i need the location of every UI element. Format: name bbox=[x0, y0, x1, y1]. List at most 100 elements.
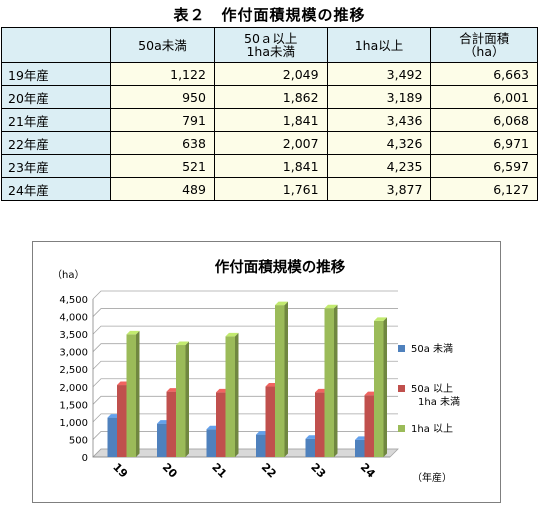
row-label: 19年産 bbox=[1, 62, 111, 86]
bar-1-2 bbox=[176, 345, 186, 457]
bar-top bbox=[275, 301, 288, 306]
bar-side bbox=[136, 330, 140, 457]
bar-side bbox=[235, 332, 239, 457]
legend-swatch bbox=[398, 345, 405, 352]
gridline bbox=[92, 413, 398, 423]
bar-side bbox=[185, 341, 189, 457]
gridline bbox=[92, 290, 398, 300]
table-cell: 6,068 bbox=[430, 108, 538, 132]
gridline bbox=[92, 360, 398, 370]
bar-top bbox=[126, 330, 140, 335]
bar-top bbox=[225, 332, 239, 337]
bar-top bbox=[324, 304, 338, 309]
bar-0-1 bbox=[117, 385, 127, 457]
table-cell: 521 bbox=[110, 154, 215, 178]
table-title: 表２ 作付面積規模の推移 bbox=[173, 6, 366, 24]
bar-top bbox=[176, 341, 189, 346]
legend-swatch bbox=[398, 425, 405, 432]
x-tick-label: 20 bbox=[160, 461, 180, 481]
bar-4-0 bbox=[305, 438, 315, 457]
table-cell: 489 bbox=[110, 177, 215, 201]
y-tick-label: 1,500 bbox=[59, 400, 88, 411]
gridline bbox=[92, 395, 398, 405]
bar-2-1 bbox=[216, 392, 226, 457]
y-tick-label: 4,000 bbox=[59, 313, 88, 324]
gridline bbox=[92, 431, 398, 440]
table-cell: 6,127 bbox=[430, 177, 538, 201]
table-cell: 1,841 bbox=[213, 108, 328, 132]
table-row: 23年産 521 1,841 4,235 6,597 bbox=[1, 154, 538, 178]
table-row: 20年産 950 1,862 3,189 6,001 bbox=[1, 85, 538, 109]
table-cell: 6,597 bbox=[430, 154, 538, 178]
x-axis-label: （年産） bbox=[412, 471, 452, 484]
x-tick-label: 19 bbox=[110, 461, 130, 481]
y-axis-label: （ha） bbox=[52, 269, 84, 281]
gridline bbox=[92, 343, 398, 352]
table-cell: 1,761 bbox=[213, 177, 328, 201]
table-cell: 3,877 bbox=[326, 177, 432, 201]
y-tick-label: 0 bbox=[82, 453, 88, 464]
table-row: 24年産 489 1,761 3,877 6,127 bbox=[1, 177, 538, 201]
gridline bbox=[92, 308, 398, 317]
gridline bbox=[92, 325, 398, 335]
legend-swatch bbox=[398, 385, 405, 392]
table-cell: 1,841 bbox=[213, 154, 328, 178]
bar-3-0 bbox=[256, 434, 266, 457]
header-under-50a: 50a未満 bbox=[110, 27, 215, 63]
table-cell: 638 bbox=[110, 131, 215, 155]
row-label: 24年産 bbox=[1, 177, 111, 201]
bar-3-1 bbox=[265, 386, 275, 457]
table-cell: 6,001 bbox=[430, 85, 538, 109]
table-cell: 6,663 bbox=[430, 62, 538, 86]
row-label: 23年産 bbox=[1, 154, 111, 178]
bar-1-1 bbox=[166, 391, 176, 457]
legend-label: 50a 以上 bbox=[411, 383, 453, 395]
bar-2-2 bbox=[225, 336, 235, 457]
x-tick-label: 22 bbox=[259, 461, 279, 481]
header-label: 50a未満 bbox=[138, 37, 187, 53]
chart-title: 作付面積規模の推移 bbox=[215, 258, 346, 276]
bar-side bbox=[334, 304, 338, 457]
x-tick-label: 21 bbox=[209, 461, 229, 481]
table-header-row: 50a未満 50ａ以上 1ha未満 1ha以上 合計面積 （ha） bbox=[1, 27, 538, 63]
gridline bbox=[92, 378, 398, 388]
legend-label: 50a 未満 bbox=[411, 343, 453, 355]
header-over-1ha: 1ha以上 bbox=[326, 27, 432, 63]
table-cell: 3,436 bbox=[326, 108, 432, 132]
data-table: 50a未満 50ａ以上 1ha未満 1ha以上 合計面積 （ha） 19年産 1,12… bbox=[1, 27, 538, 201]
bar-5-1 bbox=[364, 395, 374, 457]
y-tick-label: 1,000 bbox=[59, 418, 88, 429]
bar-3-2 bbox=[275, 305, 285, 457]
bar-5-2 bbox=[374, 320, 384, 457]
bar-side bbox=[383, 317, 387, 457]
y-tick-label: 2,000 bbox=[59, 383, 88, 394]
table-row: 19年産 1,122 2,049 3,492 6,663 bbox=[1, 62, 538, 86]
legend-label: 1ha 未満 bbox=[418, 396, 460, 408]
table-cell: 1,122 bbox=[110, 62, 215, 86]
table-cell: 3,492 bbox=[326, 62, 432, 86]
x-tick-label: 23 bbox=[308, 461, 328, 481]
row-label: 22年産 bbox=[1, 131, 111, 155]
bar-0-2 bbox=[126, 334, 136, 457]
y-tick-label: 500 bbox=[69, 435, 88, 446]
bar-0-0 bbox=[107, 417, 117, 457]
row-label: 20年産 bbox=[1, 85, 111, 109]
row-label: 21年産 bbox=[1, 108, 111, 132]
bar-2-0 bbox=[206, 429, 216, 457]
gridline bbox=[92, 448, 398, 458]
table-row: 21年産 791 1,841 3,436 6,068 bbox=[1, 108, 538, 132]
bar-side bbox=[284, 301, 288, 457]
bar-1-0 bbox=[157, 423, 167, 457]
bar-4-1 bbox=[315, 392, 325, 457]
table-cell: 2,049 bbox=[213, 62, 328, 86]
y-tick-label: 2,500 bbox=[59, 365, 88, 376]
bar-top bbox=[374, 317, 387, 321]
y-tick-label: 3,000 bbox=[59, 348, 88, 359]
bar-4-2 bbox=[324, 308, 334, 457]
bar-5-0 bbox=[355, 439, 365, 457]
legend-label: 1ha 以上 bbox=[411, 423, 453, 435]
header-label: 1ha以上 bbox=[354, 37, 404, 53]
table-row: 22年産 638 2,007 4,326 6,971 bbox=[1, 131, 538, 155]
table-cell: 2,007 bbox=[213, 131, 328, 155]
